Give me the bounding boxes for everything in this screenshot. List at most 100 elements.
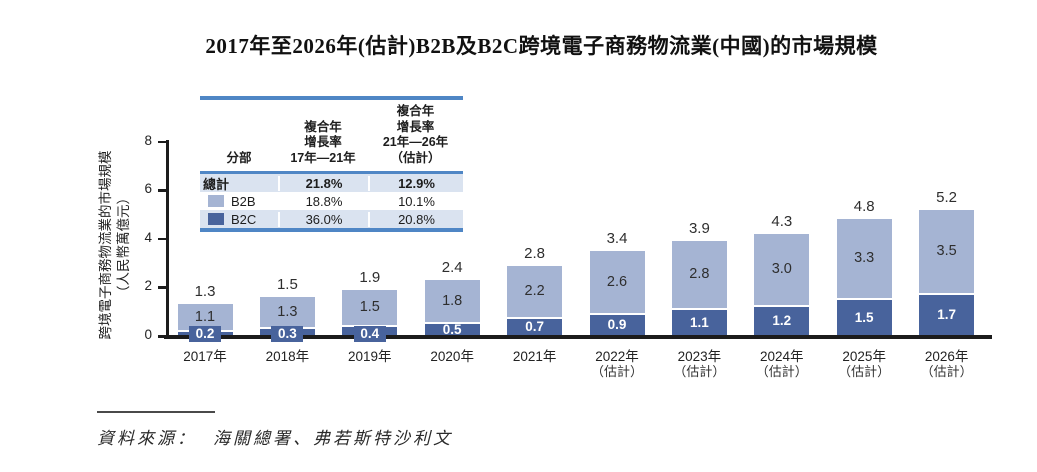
- y-axis-title-line1: 跨境電子商務物流業的市場規模: [98, 150, 113, 340]
- b2b-value-label: 3.5: [936, 243, 957, 260]
- total-cagr-17-21: 21.8%: [278, 176, 368, 191]
- chart-title: 2017年至2026年(估計)B2B及B2C跨境電子商務物流業(中國)的市場規模: [205, 34, 878, 58]
- total-value-label: 3.4: [606, 229, 628, 247]
- y-tick-mark: [158, 237, 166, 241]
- b2c-value-label: 0.7: [525, 319, 544, 335]
- segment-divider: [342, 324, 398, 327]
- y-tick-label: 6: [144, 181, 152, 197]
- b2b-value-label: 2.2: [524, 283, 545, 300]
- b2c-value-badge: 0.4: [353, 326, 386, 342]
- bar-segment-b2b: [754, 233, 810, 307]
- b2b-cagr-17-21: 18.8%: [278, 193, 368, 209]
- b2c-value-label: 1.7: [937, 307, 956, 323]
- segment-divider: [424, 322, 480, 325]
- total-value-label: 4.8: [853, 198, 875, 216]
- total-value-label: 3.9: [688, 220, 710, 238]
- b2b-value-label: 1.5: [359, 299, 380, 316]
- bar-segment-b2c: [507, 318, 563, 336]
- y-tick-mark: [158, 286, 166, 289]
- total-value-label: 2.4: [441, 259, 463, 277]
- table-row-b2b: B2B 18.8% 10.1%: [200, 192, 463, 210]
- table-header-segment: 分部: [226, 150, 252, 165]
- source-text: 海關總署、弗若斯特沙利文: [213, 429, 453, 448]
- b2c-value-badge: 0.3: [271, 326, 304, 342]
- b2b-cagr-21-26: 10.1%: [368, 193, 463, 209]
- b2b-legend-swatch-icon: [208, 195, 224, 207]
- b2c-value-label: 0.9: [607, 317, 627, 333]
- total-value-label: 2.8: [524, 244, 546, 262]
- x-axis-label: 2025年: [842, 349, 886, 364]
- table-top-border: [200, 96, 463, 100]
- table-row-b2c: B2C 36.0% 20.8%: [200, 210, 463, 228]
- x-axis-label: 2026年: [924, 349, 969, 364]
- total-row-label: 總計: [203, 177, 230, 192]
- bar-segment-b2b: [259, 297, 315, 329]
- x-axis-label: 2020年: [430, 349, 474, 364]
- table-row-total: 總計 21.8% 12.9%: [200, 174, 463, 192]
- bar-segment-b2b: [671, 241, 727, 310]
- bar-segment-b2c: [671, 309, 727, 336]
- bar-segment-b2b: [919, 209, 975, 295]
- y-tick-label: 0: [144, 327, 152, 342]
- b2c-value-label: 0.5: [442, 321, 462, 337]
- y-tick-label: 4: [144, 229, 152, 245]
- b2c-value-label: 1.2: [772, 313, 792, 329]
- x-axis-sublabel: （估計）: [673, 364, 726, 379]
- table-bottom-border: [200, 228, 463, 232]
- y-tick-mark: [158, 140, 166, 144]
- bar-segment-b2b: [342, 289, 398, 327]
- segment-divider: [507, 317, 563, 320]
- b2c-row-label-cell: B2C: [200, 212, 278, 227]
- total-value-label: 1.3: [194, 283, 216, 301]
- b2b-value-label: 3.0: [771, 261, 792, 278]
- b2b-value-label: 1.3: [277, 303, 298, 320]
- segment-divider: [754, 305, 810, 308]
- b2c-value-label: 1.5: [854, 309, 874, 325]
- x-axis-label: 2022年: [595, 349, 639, 364]
- total-cagr-21-26: 12.9%: [368, 176, 463, 191]
- b2c-value-badge: 0.2: [189, 326, 221, 342]
- y-axis-line: [166, 140, 169, 338]
- x-axis-label: 2019年: [348, 349, 392, 364]
- x-axis-line: [164, 335, 992, 339]
- x-axis-sublabel: （估計）: [755, 364, 808, 379]
- y-tick-mark: [158, 189, 166, 192]
- segment-divider: [836, 298, 892, 301]
- b2b-value-label: 2.6: [606, 273, 628, 290]
- total-value-label: 5.2: [936, 188, 958, 206]
- x-axis-label: 2018年: [265, 349, 310, 364]
- source-divider: [97, 411, 215, 413]
- segment-divider: [919, 293, 975, 296]
- x-axis-label: 2023年: [677, 349, 722, 364]
- bar-segment-b2c: [836, 299, 892, 336]
- bar-segment-b2c: [424, 323, 480, 336]
- x-axis-label: 2024年: [760, 349, 804, 364]
- source-label: 資料來源：: [97, 429, 197, 448]
- bar-segment-b2b: [836, 219, 892, 300]
- table-header-cagr-17-21: 複合年 增長率 17年—21年: [290, 119, 356, 165]
- segment-divider: [589, 312, 645, 315]
- b2b-value-label: 1.8: [442, 292, 463, 309]
- bar-segment-b2c: [589, 314, 645, 336]
- b2c-cagr-21-26: 20.8%: [368, 211, 463, 227]
- x-axis-sublabel: （估計）: [590, 364, 643, 379]
- total-value-label: 1.9: [359, 268, 381, 286]
- x-axis-sublabel: （估計）: [838, 364, 891, 379]
- b2c-legend-swatch-icon: [208, 213, 224, 225]
- y-tick-label: 8: [144, 132, 152, 148]
- bar-segment-b2c: [919, 294, 975, 336]
- bar-segment-b2b: [589, 250, 645, 315]
- table-header-cagr-21-26: 複合年 增長率 21年—26年 （估計）: [382, 104, 449, 165]
- y-tick-label: 2: [144, 278, 152, 294]
- b2c-cagr-17-21: 36.0%: [278, 211, 368, 227]
- bar-segment-b2b: [507, 265, 563, 319]
- table-header-row: 分部 複合年 增長率 17年—21年 複合年 增長率 21年—26年 （估計）: [200, 100, 463, 171]
- b2b-value-label: 2.8: [689, 266, 710, 283]
- x-axis-label: 2021年: [512, 349, 557, 364]
- legend-table: 分部 複合年 增長率 17年—21年 複合年 增長率 21年—26年 （估計） …: [200, 96, 463, 232]
- table-header-rule: [200, 171, 463, 174]
- bar-segment-b2b: [424, 280, 480, 324]
- b2b-row-label-cell: B2B: [200, 194, 278, 209]
- total-value-label: 1.5: [276, 276, 298, 294]
